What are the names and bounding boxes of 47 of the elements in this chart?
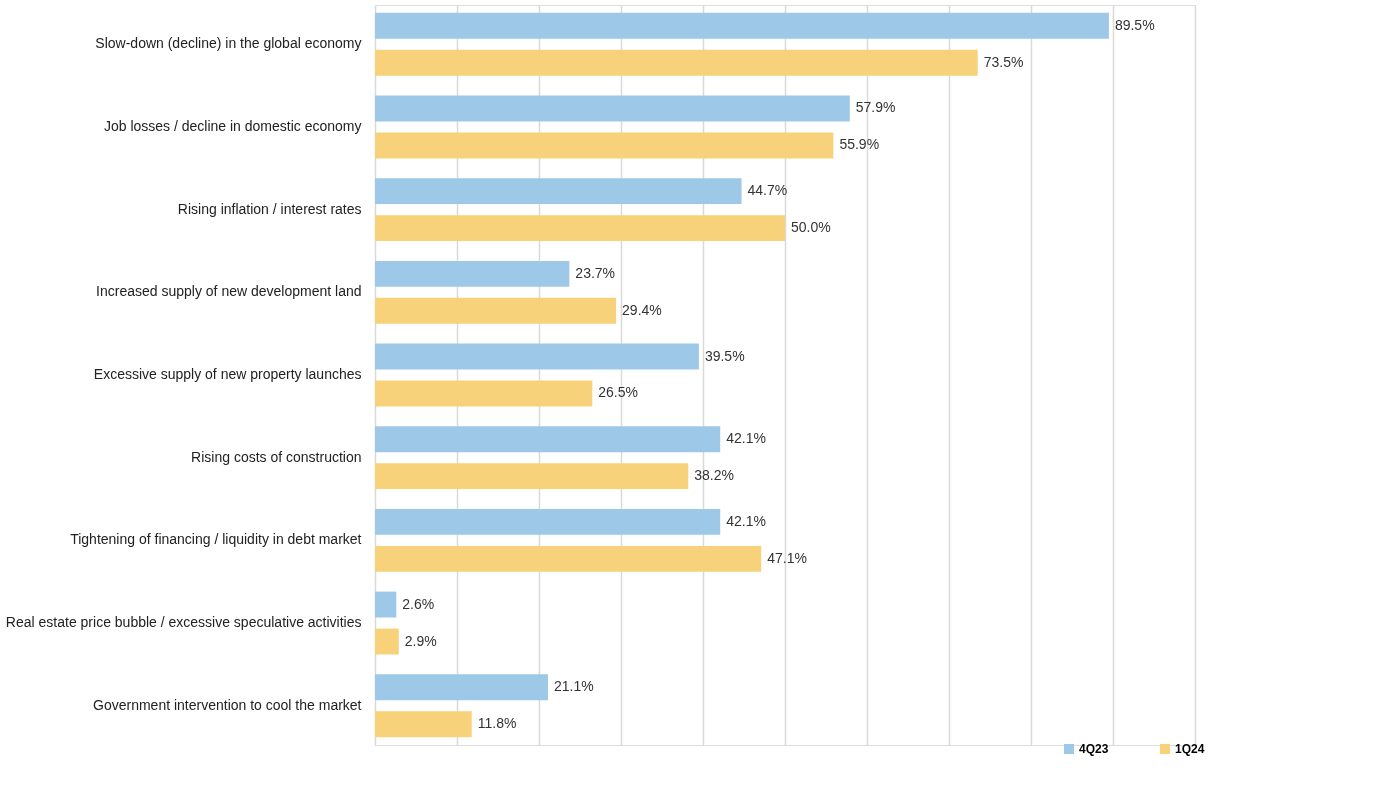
bar xyxy=(375,260,570,287)
data-label: 55.9% xyxy=(839,136,880,153)
data-label: 50.0% xyxy=(791,219,831,236)
bar xyxy=(375,12,1109,39)
y-tick-label: Job losses / decline in domestic economy xyxy=(103,117,362,134)
bar xyxy=(375,508,721,535)
data-label: 42.1% xyxy=(726,512,766,529)
data-label: 42.1% xyxy=(726,430,766,447)
data-label: 44.7% xyxy=(747,182,788,199)
bar xyxy=(375,95,850,122)
y-tick-label: Tightening of financing / liquidity in debt market xyxy=(70,531,362,548)
y-tick-label: Increased supply of new development land xyxy=(96,283,362,300)
data-label: 2.6% xyxy=(402,595,435,612)
bar xyxy=(375,545,762,572)
bar xyxy=(375,132,834,159)
bar xyxy=(375,426,721,453)
data-label: 47.1% xyxy=(767,549,807,566)
data-label: 26.5% xyxy=(598,384,638,401)
y-tick-label: Rising inflation / interest rates xyxy=(177,200,362,217)
y-tick-label: Rising costs of construction xyxy=(191,448,362,465)
data-label: 57.9% xyxy=(855,99,896,116)
data-label: 23.7% xyxy=(575,264,616,281)
data-label: 38.2% xyxy=(694,467,734,484)
bar xyxy=(375,215,785,242)
legend-label: 4Q23 xyxy=(1079,742,1109,756)
data-label: 29.4% xyxy=(622,301,662,318)
bar xyxy=(375,674,549,701)
bar xyxy=(375,591,397,618)
bar xyxy=(375,297,617,324)
bar xyxy=(375,49,978,76)
bar xyxy=(375,343,699,370)
data-label: 39.5% xyxy=(704,347,745,364)
data-label: 2.9% xyxy=(404,632,437,649)
bar xyxy=(375,628,399,655)
y-tick-label: Government intervention to cool the market xyxy=(93,696,362,713)
y-tick-label: Excessive supply of new property launches xyxy=(93,366,362,382)
data-label: 89.5% xyxy=(1114,16,1155,33)
y-tick-label: Slow-down (decline) in the global economy xyxy=(95,35,362,52)
bar xyxy=(375,178,742,205)
bar xyxy=(375,463,689,490)
data-label: 11.8% xyxy=(477,715,517,732)
bar xyxy=(375,711,472,738)
y-tick-label: Real estate price bubble / excessive speculative activities xyxy=(5,614,362,631)
legend-label: 1Q24 xyxy=(1175,742,1205,756)
bar xyxy=(375,380,593,407)
data-label: 21.1% xyxy=(554,678,594,695)
data-label: 73.5% xyxy=(983,53,1024,70)
